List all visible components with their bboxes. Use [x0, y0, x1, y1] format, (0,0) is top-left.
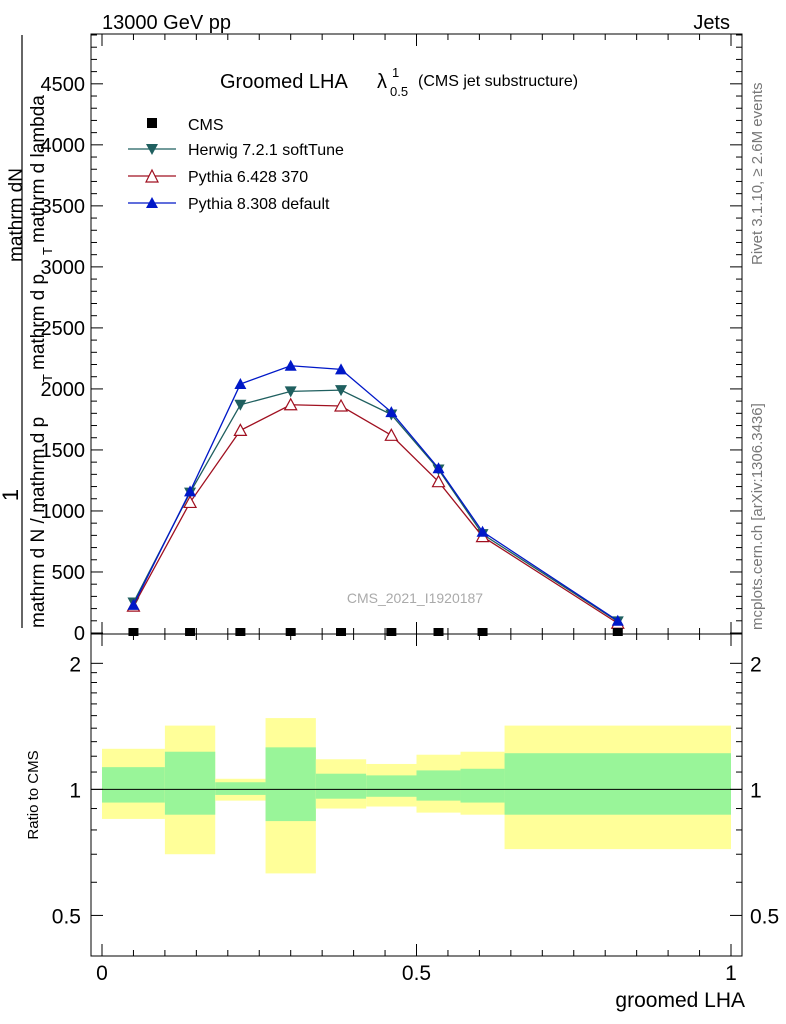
point-pythia-6-428-370: [384, 428, 399, 441]
y-axis-label-top: 1 mathrm d N / mathrm d p T mathrm d p T…: [0, 35, 55, 628]
y-tick-label-ratio-right: 2: [750, 653, 762, 676]
y-tick-label-ratio: 1: [69, 779, 81, 802]
point-cms: [128, 628, 139, 636]
rivet-label: Rivet 3.1.10, ≥ 2.6M events: [749, 83, 766, 266]
ylabel-frac-one: 1: [0, 489, 23, 501]
y-tick-label-top-zero: 0: [74, 623, 85, 645]
series-line-pythia-8-308-default: [132, 365, 619, 622]
point-cms: [612, 628, 623, 636]
y-tick-label-top: 4000: [41, 135, 86, 157]
ratio-band-inner: [164, 751, 216, 815]
energy-label: 13000 GeV pp: [102, 12, 231, 34]
ylabel-den-sub-2: T: [40, 247, 55, 255]
x-tick-label: 0: [96, 962, 108, 985]
point-pythia-8-308-default: [335, 363, 348, 375]
ratio-band-inner: [265, 747, 316, 822]
x-axis-label: groomed LHA: [615, 989, 745, 1012]
legend-item-pythia6: Pythia 6.428 370: [128, 168, 308, 186]
legend-marker-pythia6: [145, 168, 159, 183]
point-pythia-8-308-default: [432, 462, 445, 474]
y-tick-label-top: 2500: [41, 318, 86, 340]
ratio-band-inner: [504, 753, 731, 815]
y-tick-label-top: 1000: [41, 501, 86, 523]
legend-label-pythia8: Pythia 8.308 default: [188, 196, 330, 213]
point-herwig-7-2-1-softtune: [234, 399, 247, 411]
point-cms: [185, 628, 196, 636]
point-pythia-6-428-370: [283, 397, 298, 411]
y-tick-label-top: 3500: [41, 196, 86, 218]
point-pythia-8-308-default: [234, 378, 247, 390]
y-tick-label-ratio: 0.5: [52, 905, 81, 928]
point-cms: [433, 628, 444, 636]
title-lambda: λ: [377, 71, 387, 93]
axis-ticks: 500 1000 1500 2000 2500 3000 3500 4000 4500 0 0.5 0…: [41, 34, 779, 985]
series-group: [126, 359, 625, 636]
y-tick-label-top: 4500: [41, 74, 86, 96]
point-cms: [285, 628, 296, 636]
y-tick-label-top: 500: [52, 562, 85, 584]
point-pythia-6-428-370: [233, 423, 248, 437]
legend-marker-herwig: [146, 144, 158, 155]
title-sup: 1: [392, 65, 399, 80]
point-cms: [477, 628, 488, 636]
point-pythia-8-308-default: [385, 406, 398, 418]
point-pythia-6-428-370: [183, 495, 198, 509]
point-cms: [386, 628, 397, 636]
ratio-band-inner: [416, 770, 461, 801]
ratio-band-inner: [102, 767, 165, 803]
category-label: Jets: [693, 12, 730, 34]
x-tick-label: 0.5: [402, 962, 431, 985]
ratio-band-inner: [215, 782, 266, 795]
y-tick-label-ratio: 2: [69, 653, 81, 676]
y-tick-label-ratio-right: 0.5: [750, 905, 779, 928]
ratio-bands: [91, 718, 742, 874]
plot-title: Groomed LHA λ 1 0.5 (CMS jet substructur…: [220, 65, 578, 99]
title-main: Groomed LHA: [220, 71, 348, 93]
ratio-band-inner: [315, 773, 367, 799]
y-axis-label-ratio: Ratio to CMS: [25, 750, 42, 839]
title-sub: 0.5: [390, 84, 408, 99]
y-tick-label-top: 3000: [41, 257, 86, 279]
source-label: mcplots.cern.ch [arXiv:1306.3436]: [749, 403, 766, 630]
ratio-band-inner: [460, 768, 505, 803]
ylabel-num: mathrm dN: [6, 168, 27, 262]
point-pythia-8-308-default: [127, 598, 140, 610]
legend-marker-cms: [147, 118, 157, 128]
legend-label-herwig: Herwig 7.2.1 softTune: [188, 142, 344, 159]
y-tick-label-ratio-right: 1: [750, 779, 762, 802]
watermark: CMS_2021_I1920187: [347, 590, 483, 606]
point-pythia-6-428-370: [431, 474, 446, 488]
legend-label-pythia6: Pythia 6.428 370: [188, 169, 308, 186]
ylabel-den-3: mathrm d lambda: [28, 95, 49, 243]
point-herwig-7-2-1-softtune: [284, 386, 297, 398]
legend-item-herwig: Herwig 7.2.1 softTune: [128, 142, 344, 159]
legend-marker-pythia8: [146, 197, 158, 208]
point-pythia-6-428-370: [334, 398, 349, 412]
ratio-band-inner: [366, 775, 417, 797]
ylabel-den-2: mathrm d p: [28, 274, 49, 370]
legend-item-pythia8: Pythia 8.308 default: [128, 196, 330, 213]
y-tick-label-top: 1500: [41, 440, 86, 462]
point-pythia-8-308-default: [476, 525, 489, 537]
legend: CMS Herwig 7.2.1 softTune Pythia 6.428 3…: [128, 117, 344, 213]
legend-item-cms: CMS: [147, 117, 224, 134]
point-herwig-7-2-1-softtune: [335, 385, 348, 397]
point-pythia-8-308-default: [611, 614, 624, 626]
title-suffix: (CMS jet substructure): [418, 73, 578, 90]
point-pythia-8-308-default: [284, 359, 297, 371]
series-line-herwig-7-2-1-softtune: [132, 389, 619, 622]
point-pythia-8-308-default: [184, 485, 197, 497]
x-tick-label: 1: [725, 962, 737, 985]
y-tick-label-top: 2000: [41, 379, 86, 401]
point-cms: [235, 628, 246, 636]
ylabel-den-sub-1: T: [40, 374, 55, 382]
point-cms: [336, 628, 347, 636]
legend-label-cms: CMS: [188, 117, 224, 134]
ylabel-den-1: mathrm d N / mathrm d p: [28, 417, 49, 628]
